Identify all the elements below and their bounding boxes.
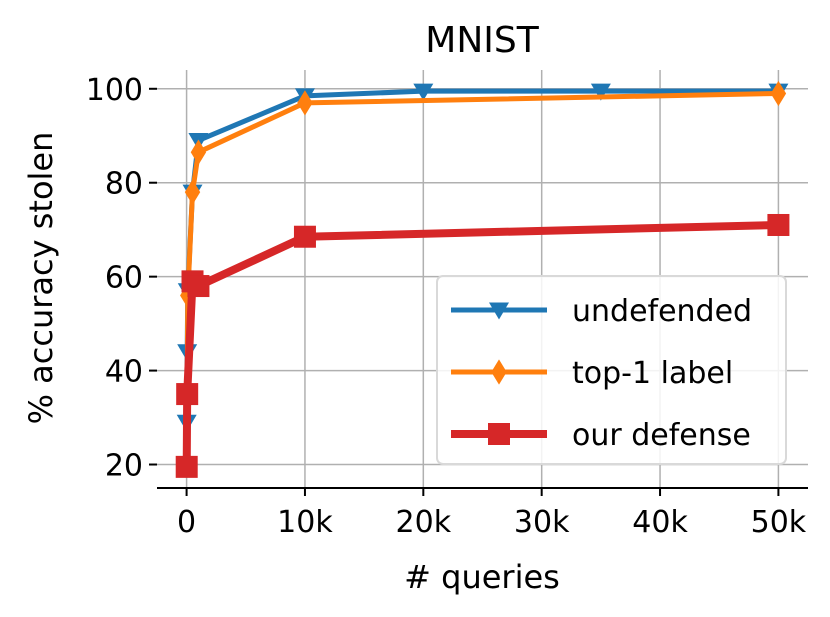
legend-label: our defense [572,418,751,453]
y-tick-label: 80 [105,167,143,202]
x-tick-label: 10k [277,505,333,540]
data-point [187,275,210,298]
legend-label: top-1 label [572,356,733,391]
axes: 0 10k 20k 30k 40k 50k 20 40 60 80 100 [86,73,808,540]
data-point [184,179,201,205]
x-axis-label: # queries [404,558,560,596]
legend-box [436,275,787,465]
data-point [590,83,611,101]
data-point [293,225,316,248]
data-point [190,139,207,165]
data-point [770,80,787,107]
legend-item: undefended [451,294,752,329]
y-axis-label: % accuracy stolen [22,132,60,425]
x-tick-label: 30k [514,505,570,540]
legend-marker [491,359,507,385]
data-point [767,213,790,236]
data-point [176,383,199,406]
data-point [297,90,313,116]
data-point [413,83,434,101]
series-our-defense [175,213,790,478]
x-tick-label: 50k [751,505,807,540]
legend-marker [489,302,509,320]
x-tick-label: 20k [396,505,452,540]
y-tick-label: 100 [86,73,143,108]
x-tick-label: 40k [632,505,688,540]
x-tick-label: 0 [177,505,196,540]
series-group [175,80,790,478]
legend-item: top-1 label [451,356,733,391]
chart-title: MNIST [425,20,539,61]
legend-item: our defense [451,418,751,453]
legend-label: undefended [572,294,752,329]
legend-marker [488,423,510,445]
data-point [175,455,198,478]
legend: undefended top-1 label our defense [436,275,787,465]
y-tick-label: 20 [105,449,143,484]
y-tick-label: 60 [105,261,143,296]
y-tick-label: 40 [105,355,143,390]
